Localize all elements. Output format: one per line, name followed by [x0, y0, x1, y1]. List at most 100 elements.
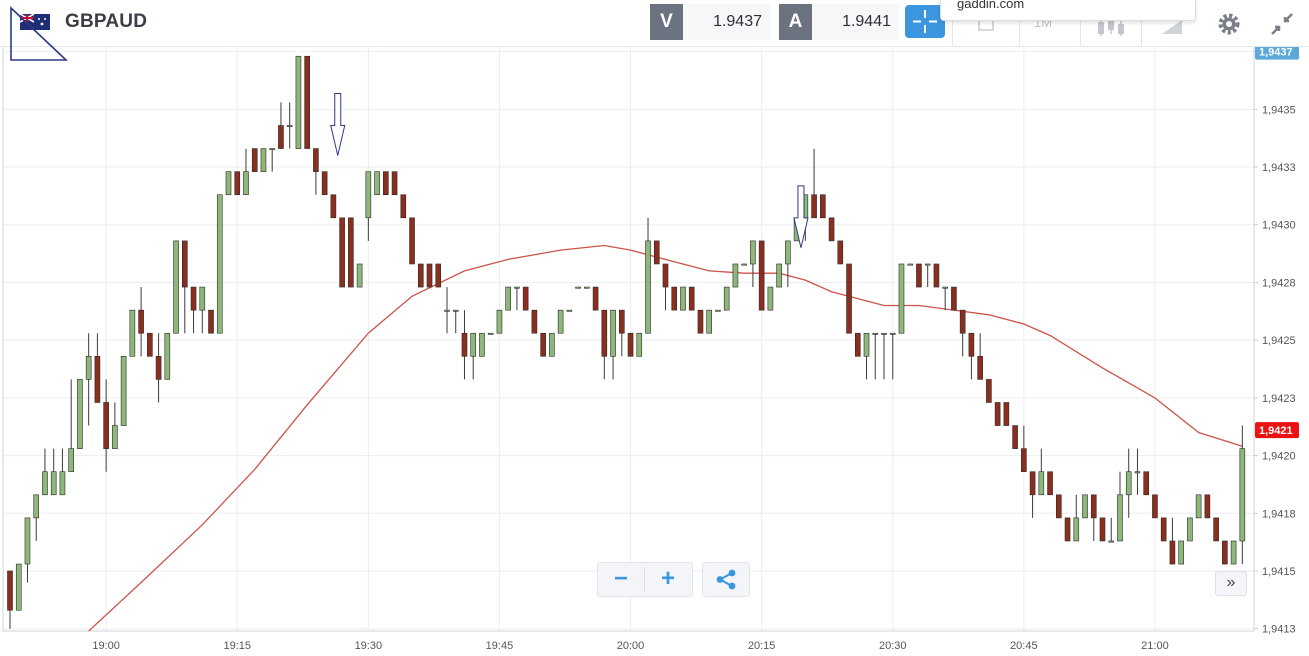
candle-up: [557, 309, 564, 334]
candle: [269, 148, 276, 172]
candle: [898, 263, 905, 334]
candle: [994, 402, 1001, 426]
candle-up: [120, 356, 127, 426]
candle-up: [173, 240, 179, 334]
candle-down: [1213, 517, 1219, 542]
candle: [190, 286, 197, 334]
source-popup: gaddin.com: [940, 0, 1196, 21]
candle-down: [653, 240, 660, 265]
candle: [129, 309, 136, 357]
candle-down: [103, 402, 109, 449]
ask-price-box[interactable]: A 1.9441: [779, 4, 899, 40]
candle: [7, 570, 13, 629]
y-tick-label: 1,9418: [1262, 508, 1296, 520]
candle: [662, 263, 669, 311]
candle-up: [549, 332, 555, 357]
y-tick-label: 1,9430: [1262, 220, 1296, 232]
gear-icon[interactable]: [1215, 10, 1243, 38]
candle-up: [356, 263, 363, 288]
candle: [417, 263, 424, 288]
candle-down: [933, 263, 940, 288]
candle: [216, 194, 223, 334]
candle: [383, 171, 389, 196]
flag-icon: [20, 14, 50, 30]
candle: [348, 217, 354, 288]
candle: [1090, 494, 1097, 541]
candle: [1152, 494, 1158, 519]
candle: [120, 356, 127, 426]
candle-down: [1204, 494, 1211, 519]
crosshair-icon: [913, 10, 937, 33]
candle-down: [959, 309, 966, 334]
candle: [522, 286, 529, 311]
zoom-in-icon[interactable]: +: [660, 565, 675, 592]
candle: [889, 332, 896, 380]
y-tick-label: 1,9413: [1262, 624, 1296, 636]
candle: [225, 171, 232, 196]
candle-up: [50, 471, 57, 496]
x-tick-label: 21:00: [1141, 640, 1169, 652]
candle-up: [452, 309, 459, 312]
share-icon: [716, 569, 736, 590]
candle: [68, 379, 74, 473]
popup-text: gaddin.com: [957, 0, 1025, 11]
candle: [715, 309, 721, 312]
candle-up: [496, 309, 503, 334]
candle: [1169, 517, 1176, 565]
candle: [391, 171, 398, 196]
candle-up: [924, 263, 931, 266]
bid-price-box[interactable]: V 1.9437: [650, 4, 770, 40]
candle-down: [854, 332, 861, 357]
candle-down: [208, 309, 214, 334]
candle-down: [330, 194, 337, 219]
candle-up: [680, 286, 686, 311]
candle-up: [942, 286, 948, 289]
candle-up: [374, 171, 380, 196]
candle-up: [68, 448, 74, 473]
symbol-name[interactable]: GBPAUD: [65, 11, 148, 32]
arrow-down-icon: [330, 92, 346, 156]
candle-up: [199, 286, 206, 311]
candle: [1021, 425, 1027, 473]
candle: [584, 286, 590, 289]
candle: [732, 263, 739, 288]
candle: [610, 309, 616, 380]
candle-up: [872, 332, 879, 335]
candle-down: [1047, 471, 1053, 496]
candle-up: [42, 471, 48, 496]
candle-up: [470, 332, 477, 357]
candle-up: [225, 171, 232, 196]
candle-up: [112, 425, 118, 449]
draw-tools-button[interactable]: [1141, 0, 1202, 46]
candle: [688, 286, 695, 311]
y-tick-label: 1,9420: [1262, 451, 1296, 463]
candle: [750, 240, 756, 288]
candle-up: [1125, 471, 1132, 496]
candle-up: [129, 309, 136, 357]
candle: [1195, 494, 1202, 519]
share-button[interactable]: [702, 562, 750, 597]
candle-up: [741, 263, 747, 266]
candle-down: [828, 217, 835, 242]
candle-up: [59, 471, 66, 496]
candle: [173, 240, 179, 334]
candle-down: [1012, 425, 1018, 449]
crosshair-button[interactable]: [905, 5, 945, 38]
forward-icon[interactable]: »: [1215, 571, 1247, 596]
candle: [723, 286, 730, 311]
x-tick-label: 19:45: [486, 640, 514, 652]
candle-up: [1082, 494, 1088, 519]
candle: [592, 286, 599, 311]
candle-down: [1029, 471, 1036, 496]
candle: [566, 309, 573, 312]
candle: [846, 263, 852, 334]
x-tick-label: 20:15: [748, 640, 776, 652]
collapse-icon[interactable]: [1268, 10, 1296, 38]
zoom-out-icon[interactable]: −: [613, 565, 628, 592]
candle-up: [1195, 494, 1202, 519]
candle: [933, 263, 940, 288]
arrow-down-icon: [793, 185, 809, 248]
candle-up: [706, 309, 713, 334]
candle: [1134, 448, 1141, 495]
